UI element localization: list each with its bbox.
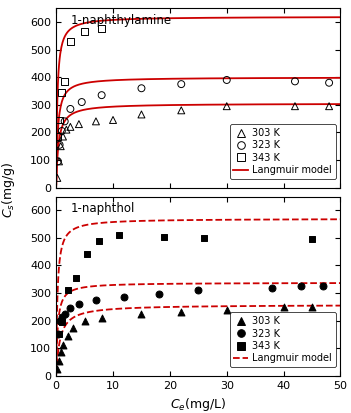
Point	[58, 349, 64, 356]
Point	[116, 232, 121, 238]
Point	[178, 81, 184, 88]
Point	[121, 294, 127, 301]
Point	[67, 106, 73, 112]
Text: 1-naphthylamine: 1-naphthylamine	[70, 14, 172, 27]
Point	[56, 158, 62, 165]
Point	[326, 103, 332, 109]
Point	[55, 133, 61, 140]
Point	[67, 305, 73, 311]
Point	[99, 315, 105, 321]
Text: 1-naphthol: 1-naphthol	[70, 202, 135, 215]
Point	[57, 117, 62, 123]
Point	[62, 311, 67, 317]
Point	[54, 366, 60, 372]
Point	[99, 26, 105, 32]
Point	[59, 313, 65, 320]
Point	[139, 111, 144, 118]
Point	[73, 275, 79, 281]
Point	[161, 233, 167, 240]
Point	[224, 77, 230, 83]
Point	[196, 287, 201, 294]
Point	[139, 85, 144, 92]
Point	[76, 301, 82, 307]
Point	[224, 306, 230, 313]
Point	[292, 78, 298, 85]
Point	[309, 304, 315, 310]
Point	[139, 311, 144, 317]
Point	[82, 317, 87, 324]
Point	[62, 118, 67, 125]
Point	[65, 332, 70, 339]
Point	[99, 92, 105, 98]
Point	[82, 28, 87, 35]
Text: $C_s$(mg/g): $C_s$(mg/g)	[0, 161, 17, 218]
Point	[57, 142, 62, 148]
Point	[320, 283, 326, 290]
Point	[59, 319, 65, 325]
Point	[55, 331, 61, 338]
Legend: 303 K, 323 K, 343 K, Langmuir model: 303 K, 323 K, 343 K, Langmuir model	[230, 312, 336, 368]
Point	[65, 287, 70, 294]
Point	[85, 251, 90, 258]
Point	[292, 103, 298, 109]
Point	[270, 284, 275, 291]
Point	[59, 128, 65, 134]
Point	[57, 317, 62, 324]
Point	[71, 324, 76, 331]
Point	[67, 38, 73, 45]
Point	[55, 158, 61, 165]
Point	[62, 78, 67, 85]
Point	[79, 99, 85, 105]
Point	[281, 304, 286, 311]
Point	[76, 121, 82, 128]
Point	[64, 126, 69, 133]
Point	[178, 309, 184, 316]
Point	[54, 175, 60, 181]
Point	[298, 283, 304, 290]
Point	[110, 117, 116, 123]
Point	[178, 107, 184, 114]
Point	[201, 235, 207, 241]
Point	[326, 79, 332, 86]
Point	[156, 291, 161, 298]
Point	[58, 143, 64, 150]
Point	[96, 237, 102, 244]
Point	[59, 89, 65, 96]
Legend: 303 K, 323 K, 343 K, Langmuir model: 303 K, 323 K, 343 K, Langmuir model	[230, 124, 336, 179]
Point	[309, 236, 315, 242]
Point	[56, 357, 62, 364]
Point	[93, 297, 99, 303]
Point	[60, 342, 66, 349]
Point	[67, 123, 73, 130]
Point	[93, 118, 99, 125]
Point	[60, 133, 66, 140]
Point	[224, 103, 230, 109]
Point	[56, 331, 62, 338]
X-axis label: $C_e$(mg/L): $C_e$(mg/L)	[170, 396, 226, 413]
